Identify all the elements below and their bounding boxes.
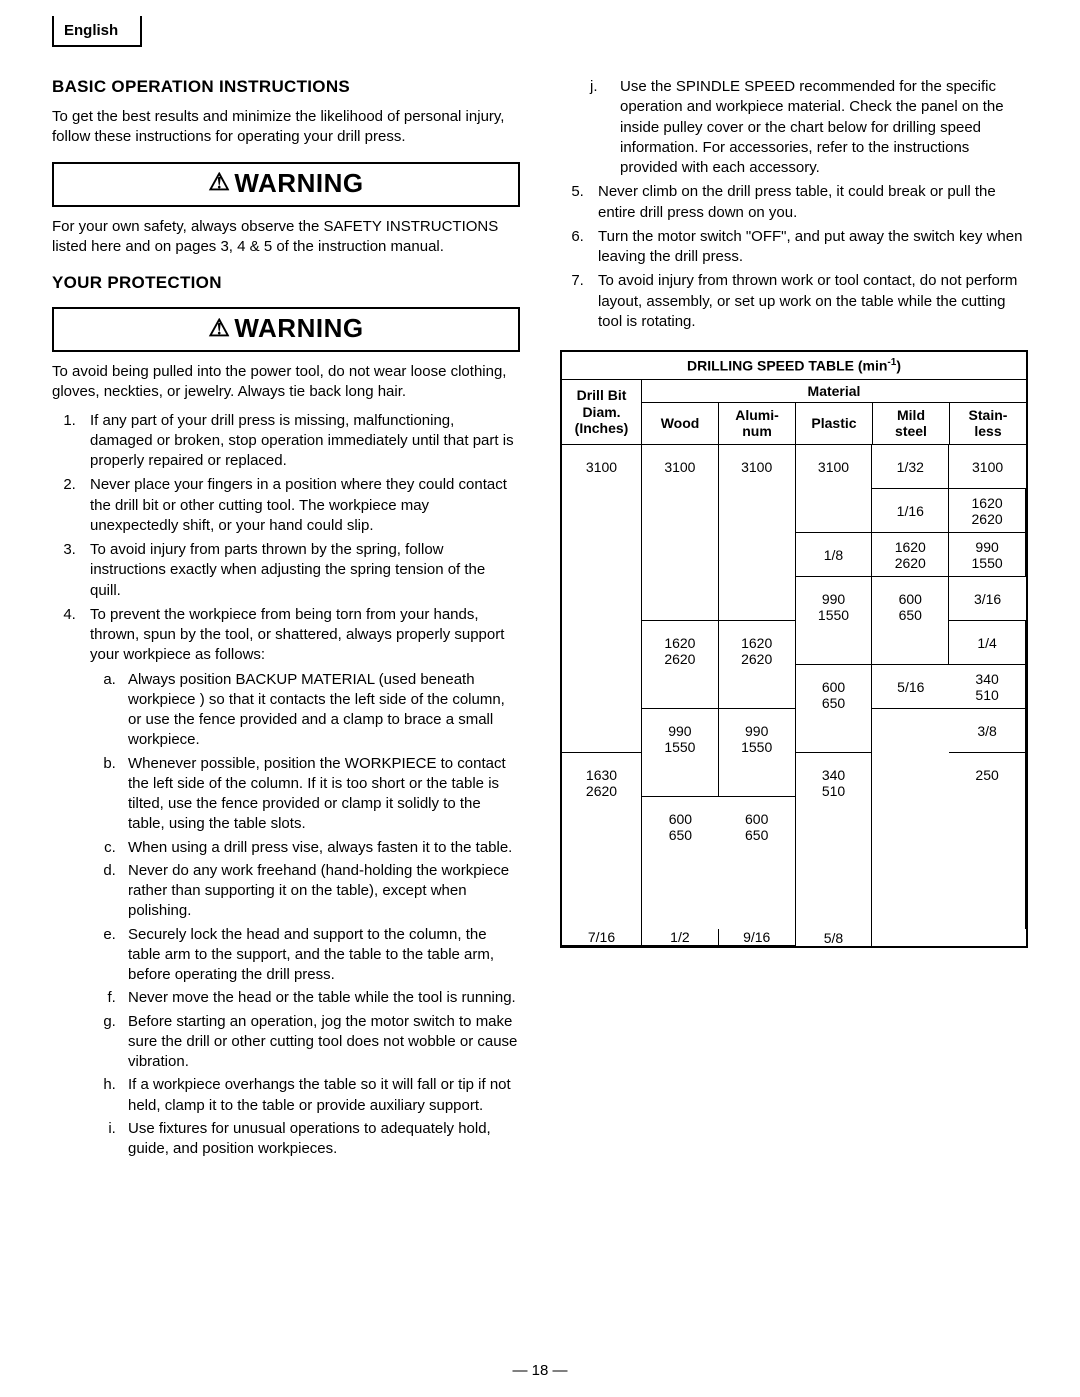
warning-box-1: ⚠ WARNING: [52, 162, 520, 207]
warning-icon: ⚠: [208, 317, 230, 341]
right-column: j.Use the SPINDLE SPEED recommended for …: [560, 77, 1028, 1163]
list-item: Use fixtures for unusual operations to a…: [120, 1119, 520, 1160]
table-cell: 9901550: [642, 709, 719, 797]
list-item: Whenever possible, position the WORKPIEC…: [120, 754, 520, 835]
table-cell: 1/16: [872, 489, 949, 533]
language-tab: English: [52, 16, 142, 47]
warning-icon: ⚠: [208, 171, 230, 195]
numbered-list: If any part of your drill press is missi…: [52, 411, 520, 1160]
heading-your-protection: YOUR PROTECTION: [52, 273, 520, 293]
list-item: Always position BACKUP MATERIAL (used be…: [120, 670, 520, 751]
table-cell: 5/16: [872, 665, 949, 709]
col-mild-steel: Mildsteel: [873, 403, 950, 445]
warning-label: WARNING: [234, 168, 363, 199]
table-cell: 5/8: [796, 929, 873, 946]
table-cell: 1/4: [949, 621, 1026, 665]
page-number: — 18 —: [0, 1362, 1080, 1379]
paragraph-basic-intro: To get the best results and minimize the…: [52, 107, 520, 148]
list-item: Before starting an operation, jog the mo…: [120, 1012, 520, 1073]
table-body: 1/32 3100 3100 3100 3100 3100 1/16 16202…: [562, 445, 1026, 946]
col-aluminum: Alumi-num: [719, 403, 796, 445]
two-column-layout: BASIC OPERATION INSTRUCTIONS To get the …: [52, 77, 1028, 1163]
list-item: When using a drill press vise, always fa…: [120, 838, 520, 858]
col-wood: Wood: [642, 403, 719, 445]
table-cell: 3/8: [949, 709, 1026, 753]
heading-basic-operation: BASIC OPERATION INSTRUCTIONS: [52, 77, 520, 97]
table-cell: 3100: [642, 445, 719, 621]
table-cell: 9901550: [719, 709, 796, 797]
table-cell: 16202620: [872, 533, 949, 577]
lettered-sublist: Always position BACKUP MATERIAL (used be…: [90, 670, 520, 1160]
table-cell: 600650: [872, 577, 949, 665]
table-cell: 1/2: [642, 929, 719, 946]
table-cell: 340510: [796, 753, 873, 929]
list-item: To avoid injury from parts thrown by the…: [80, 540, 520, 601]
table-cell: 9/16: [719, 929, 796, 946]
table-cell: 3100: [719, 445, 796, 621]
list-item: If a workpiece overhangs the table so it…: [120, 1075, 520, 1116]
warning-label: WARNING: [234, 313, 363, 344]
paragraph-clothing-warning: To avoid being pulled into the power too…: [52, 362, 520, 403]
table-cell: 600650: [796, 665, 873, 753]
list-item: Securely lock the head and support to th…: [120, 925, 520, 986]
table-cell: 3100: [949, 445, 1026, 489]
warning-box-2: ⚠ WARNING: [52, 307, 520, 352]
table-cell: 16202620: [719, 621, 796, 709]
table-header-columns: Wood Alumi-num Plastic Mildsteel Stain-l…: [642, 403, 1026, 445]
col-plastic: Plastic: [796, 403, 873, 445]
list-item: To avoid injury from thrown work or tool…: [588, 271, 1028, 332]
col-stainless: Stain-less: [950, 403, 1026, 445]
table-cell: [872, 709, 949, 929]
table-cell: 600650: [719, 797, 796, 929]
paragraph-safety-ref: For your own safety, always observe the …: [52, 217, 520, 258]
table-cell: 16202620: [949, 489, 1026, 533]
table-header-row: Drill Bit Diam. (Inches) Material Wood A…: [562, 380, 1026, 446]
lettered-sublist-continued: j.Use the SPINDLE SPEED recommended for …: [560, 77, 1028, 178]
table-cell: 9901550: [796, 577, 873, 665]
table-header-material: Material: [642, 380, 1026, 403]
table-cell: 16202620: [642, 621, 719, 709]
table-cell: 3100: [796, 445, 873, 533]
table-cell: 7/16: [562, 929, 642, 946]
list-item: Never climb on the drill press table, it…: [588, 182, 1028, 223]
drilling-speed-table: DRILLING SPEED TABLE (min-1) Drill Bit D…: [560, 350, 1028, 948]
table-cell: 9901550: [949, 533, 1026, 577]
list-item: Turn the motor switch "OFF", and put awa…: [588, 227, 1028, 268]
left-column: BASIC OPERATION INSTRUCTIONS To get the …: [52, 77, 520, 1163]
list-item: Never do any work freehand (hand-holding…: [120, 861, 520, 922]
table-cell: 600650: [642, 797, 719, 929]
list-item: To prevent the workpiece from being torn…: [80, 605, 520, 1160]
table-cell: 340510: [949, 665, 1026, 709]
list-item: Never place your fingers in a position w…: [80, 475, 520, 536]
table-cell: 1/32: [872, 445, 949, 489]
numbered-list-continued: Never climb on the drill press table, it…: [560, 182, 1028, 332]
table-cell: 3100: [562, 445, 642, 753]
table-title: DRILLING SPEED TABLE (min-1): [562, 352, 1026, 380]
table-header-diam: Drill Bit Diam. (Inches): [562, 380, 642, 445]
table-cell: 3/16: [949, 577, 1026, 621]
list-item: j.Use the SPINDLE SPEED recommended for …: [620, 77, 1028, 178]
table-cell: 250: [949, 753, 1026, 929]
list-item: If any part of your drill press is missi…: [80, 411, 520, 472]
table-cell: 16302620: [562, 753, 642, 929]
list-item: Never move the head or the table while t…: [120, 988, 520, 1008]
table-cell: 1/8: [796, 533, 873, 577]
